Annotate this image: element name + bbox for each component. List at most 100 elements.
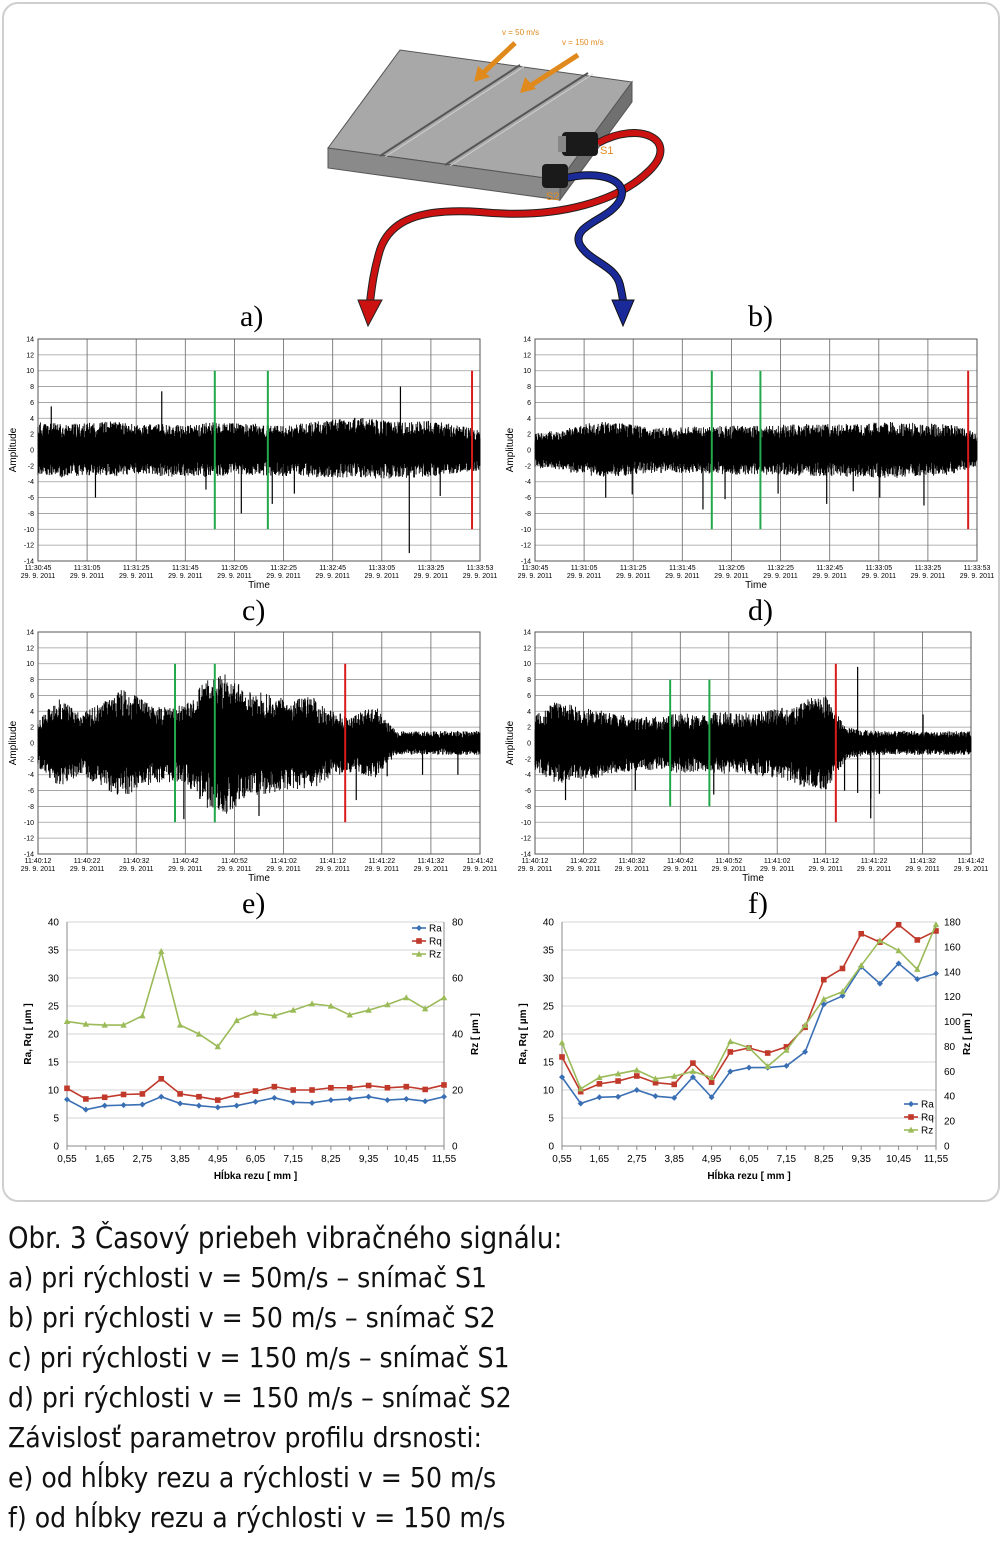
- data-point: [139, 1101, 146, 1108]
- data-point: [689, 1067, 697, 1074]
- legend-label-ra: Ra: [921, 1100, 934, 1111]
- x-tick-date: 29. 9. 2011: [168, 573, 203, 580]
- groove-3: [444, 72, 589, 166]
- y-tick-label: 10: [48, 1086, 60, 1097]
- data-point: [177, 1091, 183, 1097]
- data-point: [365, 1082, 372, 1089]
- data-point: [252, 1088, 259, 1094]
- data-point: [195, 1030, 203, 1037]
- y-tick-label: 10: [26, 368, 34, 375]
- y-tick-label: -10: [24, 527, 34, 534]
- data-point: [615, 1078, 621, 1084]
- y-right-tick-label: 60: [944, 1067, 956, 1078]
- data-point: [403, 994, 410, 1001]
- x-tick-date: 29. 9. 2011: [217, 573, 252, 580]
- y-tick-label: 35: [543, 946, 555, 957]
- y-tick-label: 10: [26, 661, 34, 668]
- y-tick-label: 25: [543, 1002, 555, 1013]
- y-tick-label: 40: [48, 918, 60, 929]
- x-tick-label: 11:40:42: [172, 858, 199, 865]
- x-tick-label: 11:33:25: [915, 565, 942, 572]
- x-tick-date: 29. 9. 2011: [365, 866, 400, 873]
- signal-trace: [534, 696, 972, 790]
- x-tick-label: 11:32:05: [718, 565, 745, 572]
- y-tick-label: 6: [527, 693, 531, 700]
- y-tick-label: -4: [525, 772, 531, 779]
- data-point: [384, 1001, 391, 1008]
- y-tick-label: 15: [48, 1058, 60, 1069]
- data-point: [158, 948, 165, 954]
- y-tick-label: -2: [28, 756, 34, 763]
- legend-label-rq: Rq: [921, 1113, 934, 1124]
- y-tick-label: -8: [525, 511, 531, 518]
- data-point: [63, 1018, 71, 1024]
- y-tick-label: 14: [523, 337, 531, 344]
- x-tick-label: 7,15: [283, 1154, 303, 1165]
- x-tick-label: 11:33:05: [368, 565, 395, 572]
- arrow-v50: [474, 41, 517, 82]
- y-tick-label: 0: [30, 448, 34, 455]
- x-tick-date: 29. 9. 2011: [119, 866, 154, 873]
- x-tick-date: 29. 9. 2011: [414, 866, 449, 873]
- x-tick-date: 29. 9. 2011: [518, 573, 553, 580]
- x-tick-date: 29. 9. 2011: [70, 573, 105, 580]
- x-tick-label: 9,35: [851, 1154, 871, 1165]
- data-point: [689, 1074, 696, 1081]
- y-tick-label: -2: [28, 463, 34, 470]
- data-point: [914, 937, 921, 943]
- y-axis-label: Amplitude: [8, 720, 19, 765]
- y-tick-label: 20: [543, 1030, 555, 1041]
- data-point: [932, 921, 940, 928]
- x-tick-date: 29. 9. 2011: [714, 573, 749, 580]
- x-tick-date: 29. 9. 2011: [808, 866, 843, 873]
- x-tick-label: 11:41:22: [368, 858, 395, 865]
- x-tick-date: 29. 9. 2011: [616, 573, 651, 580]
- data-point: [158, 1076, 165, 1082]
- x-tick-label: 11,55: [924, 1154, 949, 1165]
- x-tick-label: 11:40:42: [667, 858, 694, 865]
- data-point: [346, 1084, 353, 1091]
- legend-label-ra: Ra: [429, 924, 442, 935]
- data-point: [558, 1039, 566, 1046]
- data-point: [727, 1038, 734, 1045]
- data-point: [214, 1104, 221, 1111]
- data-point: [671, 1072, 678, 1079]
- caption-line-b: b) pri rýchlosti v = 50 m/s – snímač S2: [8, 1301, 496, 1334]
- y-tick-label: -6: [525, 495, 531, 502]
- data-point: [441, 1093, 447, 1100]
- data-point: [195, 1102, 202, 1109]
- y-tick-label: 5: [548, 1114, 554, 1125]
- y-right-tick-label: 100: [944, 1017, 961, 1028]
- x-tick-label: 11:31:25: [620, 565, 647, 572]
- y-tick-label: 12: [523, 352, 531, 359]
- y-tick-label: 6: [527, 400, 531, 407]
- x-tick-label: 11:41:32: [909, 858, 936, 865]
- y-tick-label: -12: [24, 543, 34, 550]
- y-right-tick-label: 60: [452, 974, 464, 985]
- data-point: [290, 1006, 297, 1013]
- y-tick-label: 5: [53, 1114, 59, 1125]
- x-tick-label: 0,55: [552, 1154, 572, 1165]
- x-tick-date: 29. 9. 2011: [905, 866, 940, 873]
- x-tick-label: 3,85: [170, 1154, 190, 1165]
- speed-label-150: v = 150 m/s: [562, 38, 604, 47]
- y-tick-label: 10: [523, 368, 531, 375]
- y-tick-label: 8: [30, 384, 34, 391]
- y-tick-label: 0: [30, 741, 34, 748]
- data-point: [821, 976, 827, 983]
- data-point: [577, 1085, 584, 1092]
- data-point: [196, 1093, 202, 1100]
- data-point: [764, 1050, 771, 1056]
- x-tick-date: 29. 9. 2011: [21, 866, 56, 873]
- y-tick-label: 4: [527, 416, 531, 423]
- x-tick-label: 11:40:12: [25, 858, 52, 865]
- x-tick-label: 10,45: [394, 1154, 419, 1165]
- y-tick-label: 2: [30, 725, 34, 732]
- data-point: [64, 1096, 70, 1103]
- data-point: [596, 1074, 603, 1081]
- data-point: [671, 1094, 678, 1101]
- x-tick-label: 11:41:02: [764, 858, 791, 865]
- data-point: [328, 1084, 334, 1091]
- data-point: [365, 1006, 372, 1013]
- x-tick-label: 11:40:22: [74, 858, 101, 865]
